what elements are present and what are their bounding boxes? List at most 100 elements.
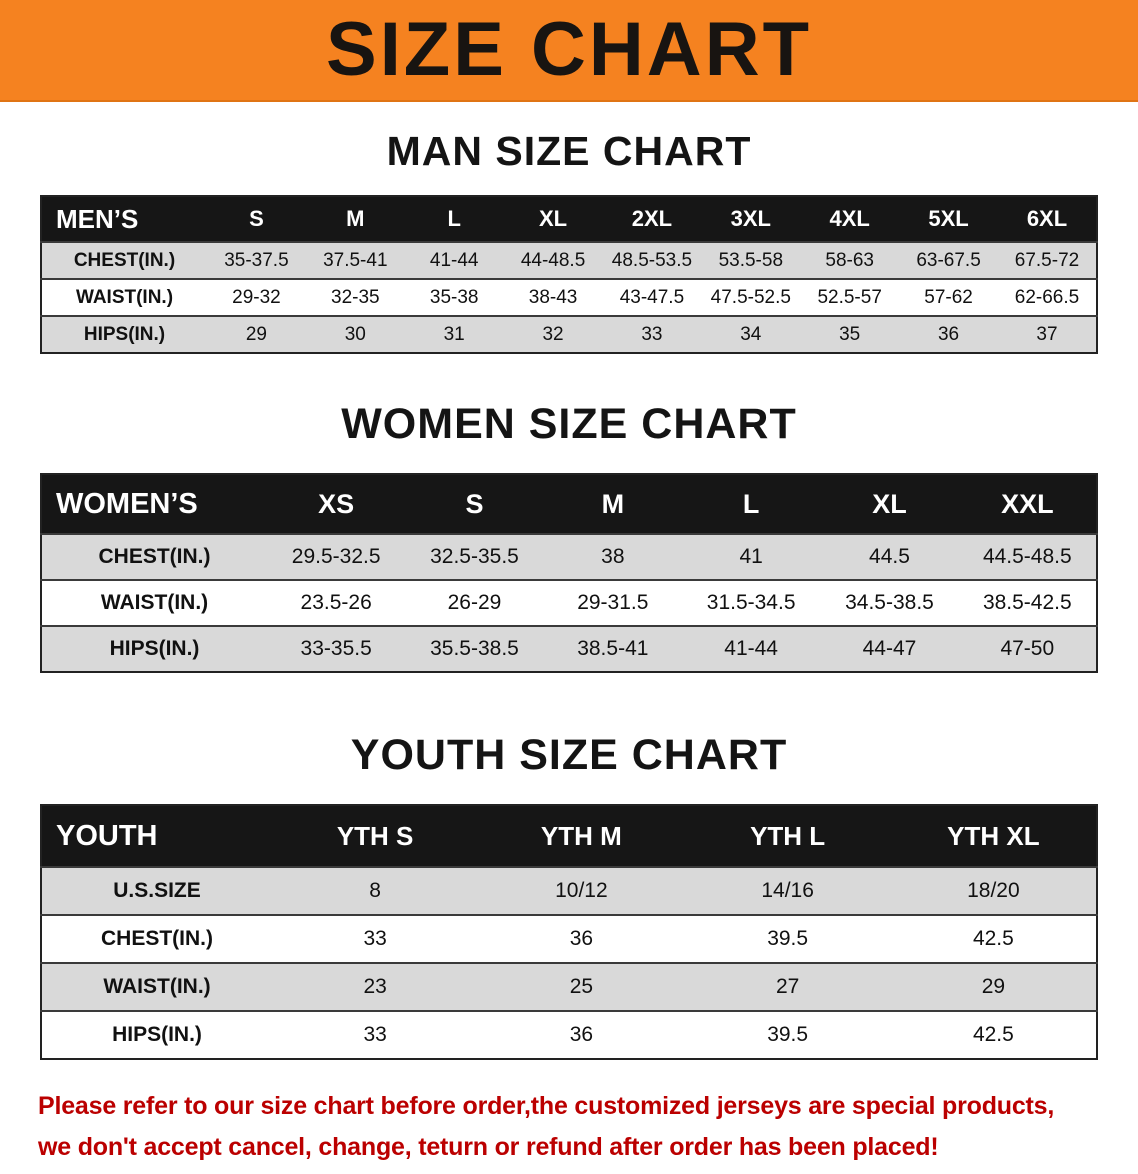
- size-value: 33-35.5: [300, 637, 372, 660]
- size-value: 8: [369, 879, 381, 902]
- section-heading-men: MAN SIZE CHART: [386, 128, 752, 174]
- size-value: 43-47.5: [619, 286, 685, 308]
- size-value: 32: [542, 323, 564, 345]
- size-value: 62-66.5: [1014, 286, 1080, 308]
- size-value: 38-43: [528, 286, 578, 308]
- size-value: 44.5-48.5: [982, 545, 1072, 568]
- table-row: WAIST(IN.) 23 25 27 29: [41, 963, 1097, 1011]
- section-women: WOMEN SIZE CHART WOMEN’S XS S M L XL XXL CHEST(…: [0, 400, 1138, 673]
- row-label: HIPS(IN.): [83, 323, 166, 345]
- row-label: WAIST(IN.): [103, 975, 211, 998]
- table-row: HIPS(IN.) 33 36 39.5 42.5: [41, 1011, 1097, 1059]
- table-header-row: WOMEN’S XS S M L XL XXL: [41, 474, 1097, 534]
- size-value: 31: [443, 323, 465, 345]
- size-value: 38.5-42.5: [982, 591, 1072, 614]
- row-label: HIPS(IN.): [109, 637, 200, 660]
- size-value: 27: [775, 975, 800, 998]
- size-value: 38: [601, 545, 625, 568]
- size-value: 33: [641, 323, 663, 345]
- size-value: 67.5-72: [1014, 249, 1080, 271]
- row-label: HIPS(IN.): [112, 1023, 202, 1046]
- size-column-header: XL: [820, 474, 959, 534]
- size-value: 38.5-41: [577, 637, 649, 660]
- size-value: 41: [739, 545, 763, 568]
- size-value: 23.5-26: [300, 591, 372, 614]
- table-label-header: WOMEN’S: [41, 474, 267, 534]
- size-column-header: 5XL: [899, 196, 998, 242]
- size-column-header: 4XL: [800, 196, 900, 242]
- page-title: SIZE CHART: [326, 7, 812, 92]
- size-value: 39.5: [767, 927, 809, 950]
- size-column-header: YTH L: [684, 805, 891, 867]
- size-value: 35.5-38.5: [430, 637, 519, 660]
- women-size-table: WOMEN’S XS S M L XL XXL CHEST(IN.) 29.5-32.5 32.5…: [40, 473, 1098, 673]
- banner: SIZE CHART: [0, 0, 1138, 102]
- size-column-header: 2XL: [602, 196, 702, 242]
- size-value: 44-47: [862, 637, 917, 660]
- size-value: 39.5: [767, 1023, 809, 1046]
- size-value: 35-38: [429, 286, 479, 308]
- table-row: WAIST(IN.) 29-32 32-35 35-38 38-43 43-47.5 47.…: [41, 279, 1097, 316]
- size-value: 44.5: [869, 545, 910, 568]
- size-value: 30: [344, 323, 366, 345]
- table-header-row: YOUTH YTH S YTH M YTH L YTH XL: [41, 805, 1097, 867]
- row-label: CHEST(IN.): [98, 545, 211, 568]
- size-value: 33: [363, 927, 387, 950]
- size-value: 29: [981, 975, 1006, 998]
- size-value: 29: [245, 323, 267, 345]
- size-column-header: YTH XL: [890, 805, 1097, 867]
- size-value: 10/12: [555, 879, 608, 902]
- table-row: CHEST(IN.) 33 36 39.5 42.5: [41, 915, 1097, 963]
- row-label: WAIST(IN.): [100, 591, 209, 614]
- size-value: 58-63: [825, 249, 874, 271]
- table-label-header: MEN’S: [41, 196, 207, 242]
- size-value: 29-31.5: [577, 591, 649, 614]
- table-row: WAIST(IN.) 23.5-26 26-29 29-31.5 31.5-34.5 34…: [41, 580, 1097, 626]
- size-value: 41-44: [724, 637, 778, 660]
- size-value: 47.5-52.5: [710, 286, 791, 308]
- size-value: 35-37.5: [224, 249, 289, 271]
- size-value: 48.5-53.5: [611, 249, 693, 271]
- size-value: 57-62: [924, 286, 973, 308]
- row-label: WAIST(IN.): [75, 286, 174, 308]
- size-column-header: M: [543, 474, 682, 534]
- size-value: 33: [363, 1023, 387, 1046]
- table-row: CHEST(IN.) 29.5-32.5 32.5-35.5 38 41 44.5 44.5…: [41, 534, 1097, 580]
- row-label: CHEST(IN.): [101, 927, 213, 950]
- table-row: HIPS(IN.) 33-35.5 35.5-38.5 38.5-41 41-44 44-…: [41, 626, 1097, 672]
- section-men: MAN SIZE CHART MEN’S S M L XL 2XL 3XL 4XL 5XL 6XL…: [0, 128, 1138, 354]
- size-column-header: M: [305, 196, 405, 242]
- row-label: U.S.SIZE: [113, 879, 201, 902]
- size-column-header: 3XL: [701, 196, 801, 242]
- size-column-header: YTH M: [478, 805, 685, 867]
- size-column-header: XS: [267, 474, 406, 534]
- size-value: 44-48.5: [520, 249, 586, 271]
- size-value: 53.5-58: [718, 249, 784, 271]
- size-value: 29.5-32.5: [291, 545, 381, 568]
- size-value: 18/20: [967, 879, 1020, 902]
- footer-notice: Please refer to our size chart before or…: [38, 1092, 1100, 1162]
- size-value: 42.5: [972, 1023, 1014, 1046]
- size-value: 31.5-34.5: [706, 591, 796, 614]
- size-value: 29-32: [232, 286, 281, 308]
- size-value: 23: [363, 975, 387, 998]
- size-column-header: XL: [503, 196, 603, 242]
- size-value: 25: [569, 975, 594, 998]
- size-value: 37.5-41: [323, 249, 388, 271]
- section-youth: YOUTH SIZE CHART YOUTH YTH S YTH M YTH L YTH…: [0, 731, 1138, 1060]
- men-size-table: MEN’S S M L XL 2XL 3XL 4XL 5XL 6XL CHEST(IN.) 35-37…: [40, 195, 1098, 354]
- row-label: CHEST(IN.): [73, 249, 176, 271]
- size-value: 36: [937, 323, 960, 345]
- size-value: 47-50: [1000, 637, 1055, 660]
- size-column-header: 6XL: [998, 196, 1097, 242]
- size-value: 32.5-35.5: [430, 545, 519, 568]
- size-value: 26-29: [447, 591, 502, 614]
- size-value: 34.5-38.5: [845, 591, 934, 614]
- size-column-header: S: [207, 196, 306, 242]
- size-value: 36: [569, 927, 594, 950]
- size-value: 42.5: [972, 927, 1014, 950]
- notice-line-1: Please refer to our size chart before or…: [38, 1092, 1055, 1120]
- size-value: 35: [839, 323, 861, 345]
- size-value: 37: [1036, 323, 1058, 345]
